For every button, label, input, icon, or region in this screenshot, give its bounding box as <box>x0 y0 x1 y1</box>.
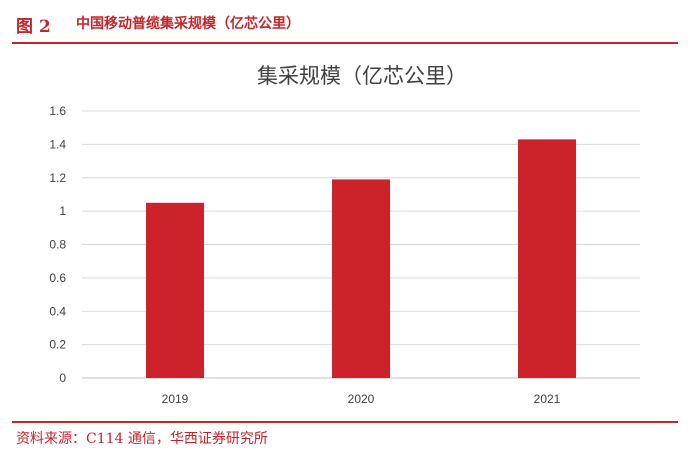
y-tick-label: 1.6 <box>49 104 66 118</box>
y-axis-ticks: 0 0.2 0.4 0.6 0.8 1 1.2 1.4 1.6 <box>49 104 66 385</box>
figure-header: 图 2 中国移动普缆集采规模（亿芯公里） <box>0 0 691 44</box>
y-tick-label: 0.8 <box>49 238 66 252</box>
x-tick-label: 2019 <box>162 392 189 406</box>
bar-2021 <box>518 139 576 378</box>
y-tick-label: 0.2 <box>49 338 66 352</box>
source-note: 资料来源：C114 通信，华西证券研究所 <box>16 431 268 447</box>
bar-2020 <box>332 179 390 378</box>
figure-title: 中国移动普缆集采规模（亿芯公里） <box>76 16 300 32</box>
y-tick-label: 1.4 <box>49 137 66 151</box>
figure-label: 图 2 <box>16 17 51 37</box>
top-rule <box>12 42 678 44</box>
x-tick-label: 2021 <box>534 392 561 406</box>
y-tick-label: 0 <box>59 371 66 385</box>
bars <box>146 139 576 378</box>
bar-2019 <box>146 202 204 378</box>
x-tick-label: 2020 <box>348 392 375 406</box>
y-tick-label: 1.2 <box>49 171 66 185</box>
chart-title: 集采规模（亿芯公里） <box>257 64 467 88</box>
x-axis-ticks: 2019 2020 2021 <box>162 392 561 406</box>
y-tick-label: 0.6 <box>49 271 66 285</box>
y-tick-label: 0.4 <box>49 304 66 318</box>
bar-chart: 集采规模（亿芯公里） 00.20.40.60.811.21.41.6 2019 2… <box>49 64 640 406</box>
bottom-rule <box>12 421 678 423</box>
y-tick-label: 1 <box>59 204 66 218</box>
